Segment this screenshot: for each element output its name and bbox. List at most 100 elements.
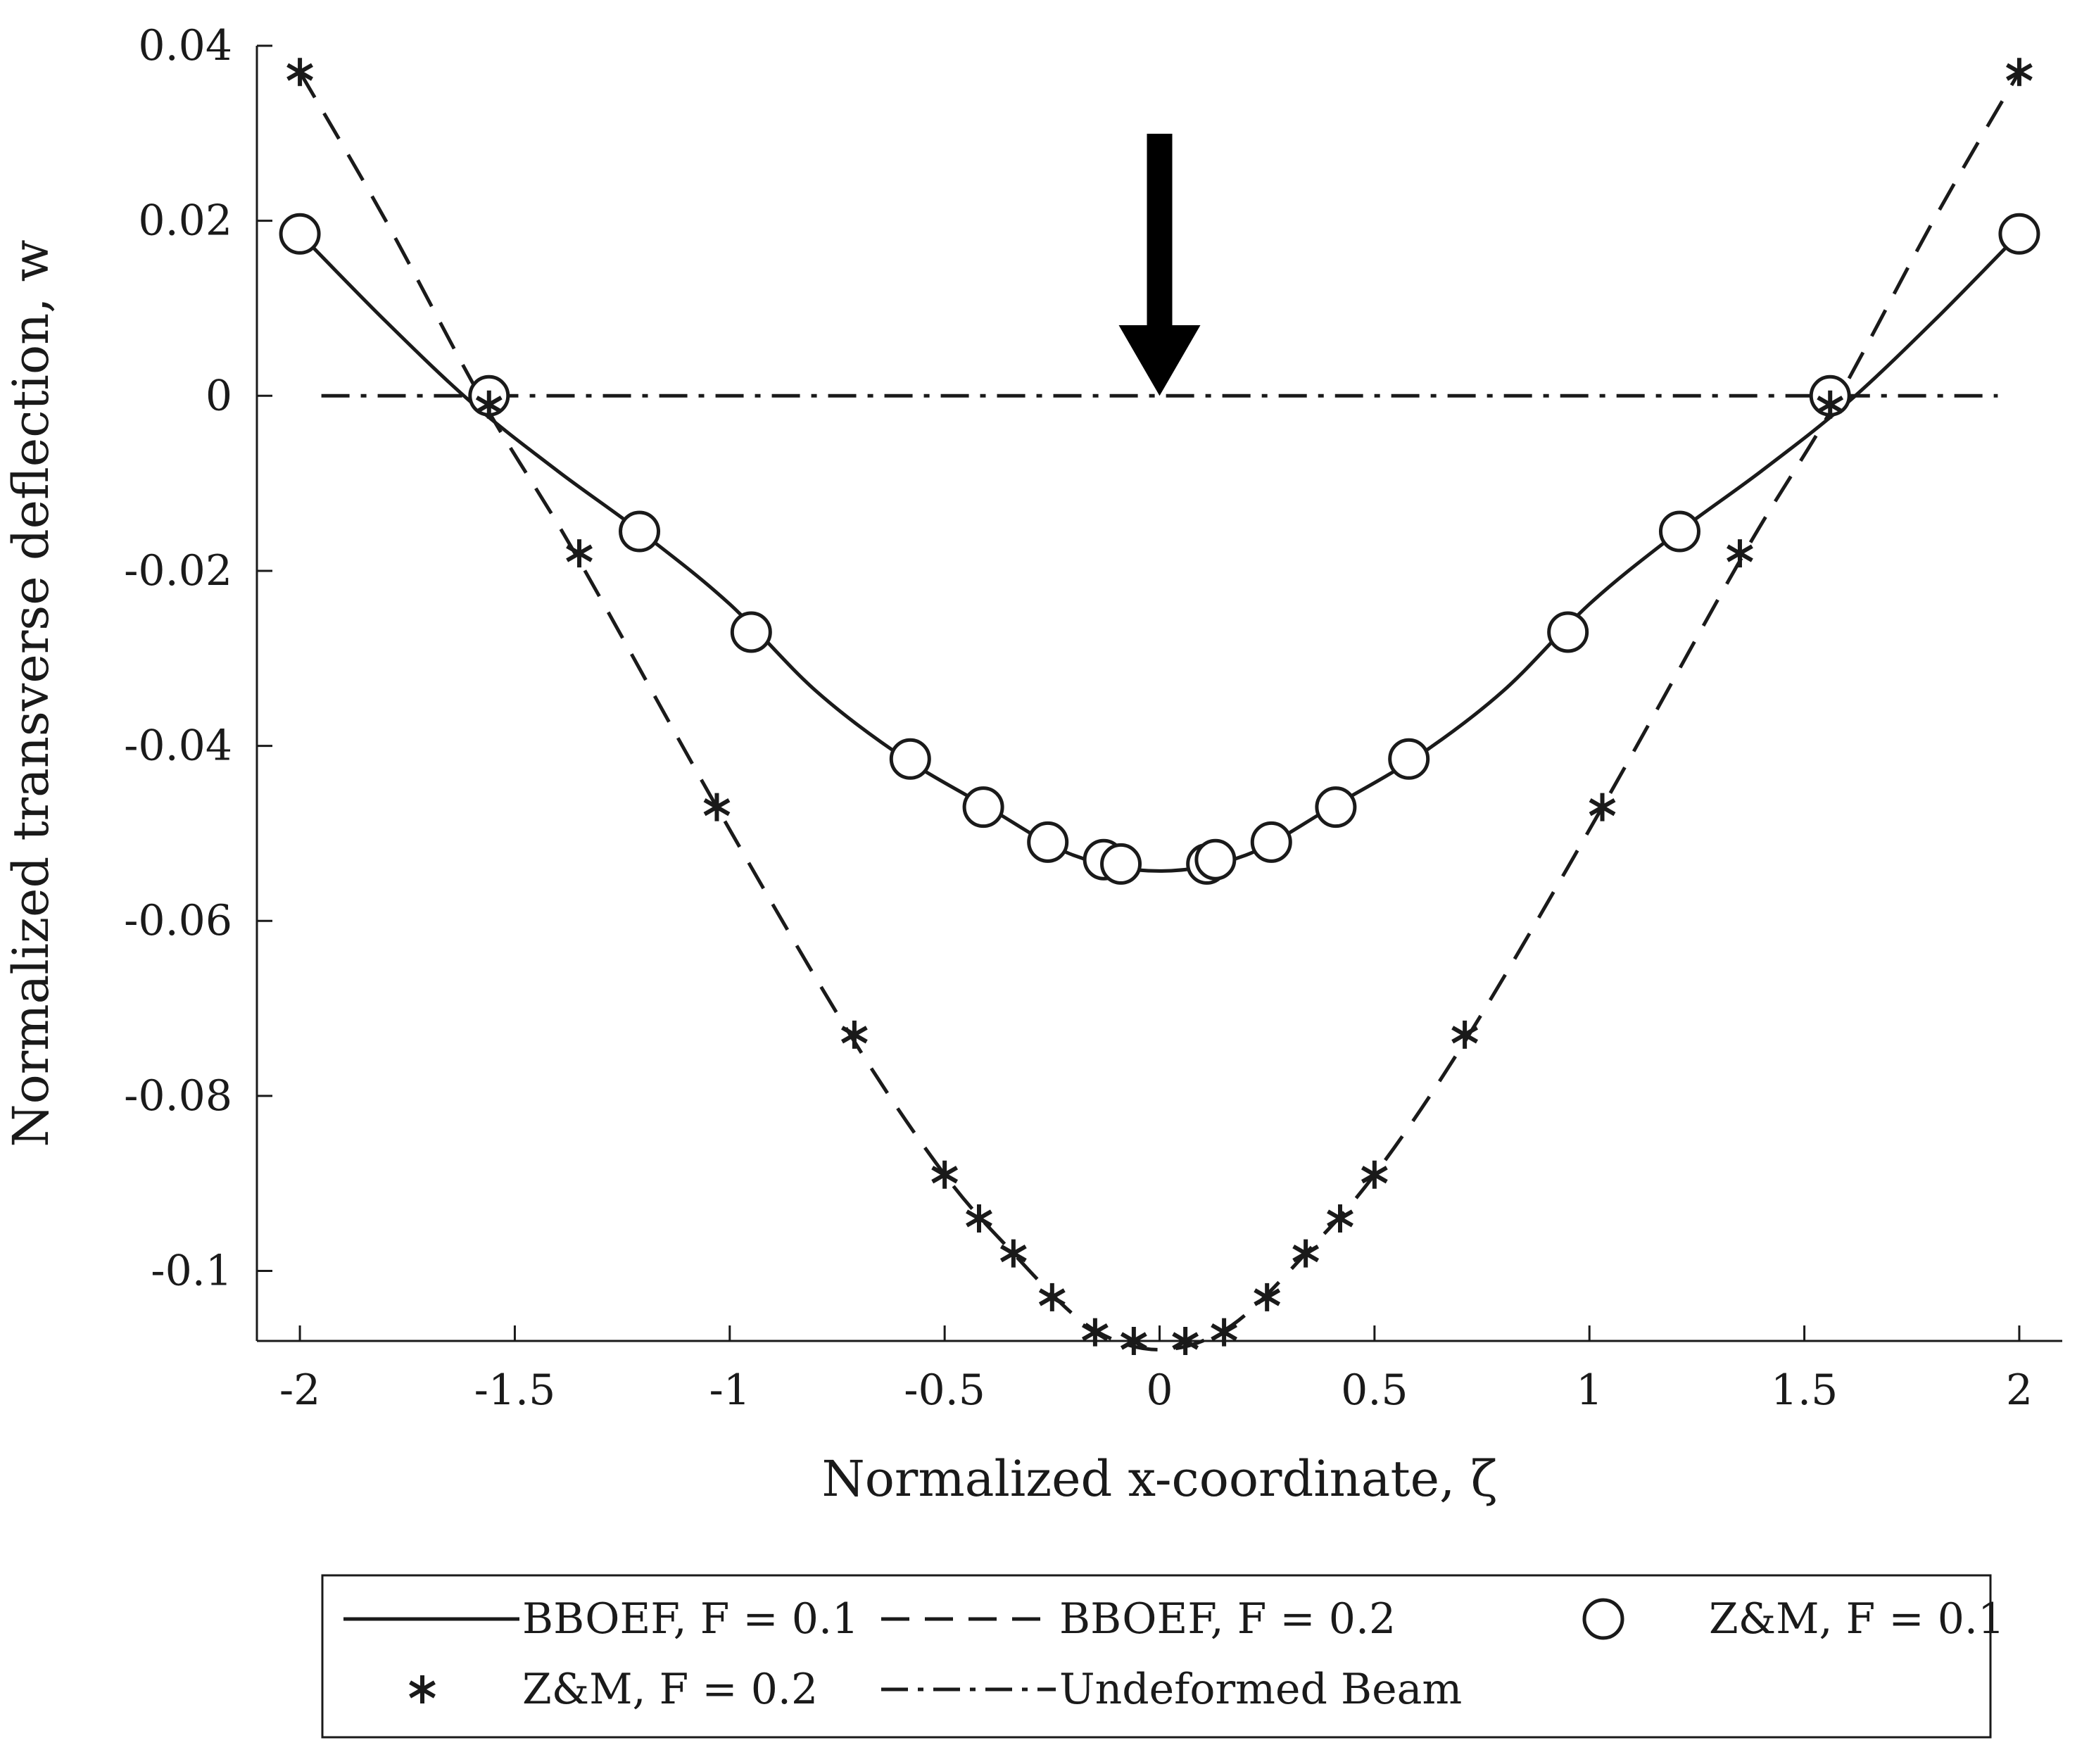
series-0 (298, 232, 2021, 873)
star-stroke (1817, 396, 1844, 414)
star-stroke (1727, 544, 1753, 562)
x-tick-label: 2 (2006, 1366, 2033, 1415)
data-point-circle (619, 510, 661, 553)
data-point-circle (1250, 821, 1292, 863)
legend-entry: Z&M, F = 0.1 (1582, 1594, 2005, 1644)
x-tick-label: 0.5 (1341, 1366, 1408, 1415)
data-point-circle (1027, 821, 1069, 863)
legend-star-marker (409, 1675, 436, 1703)
star-stroke (999, 1245, 1027, 1263)
legend-label: Z&M, F = 0.1 (1709, 1594, 2005, 1644)
data-point-circle (1194, 838, 1237, 881)
star-stroke (1327, 1209, 1353, 1228)
y-tick-label: -0.06 (124, 896, 232, 945)
star-stroke (1254, 1288, 1281, 1306)
legend-entry: BBOEF, F = 0.2 (881, 1594, 1396, 1644)
series-layer (279, 58, 2040, 1355)
y-tick-label: -0.04 (124, 722, 232, 771)
legend-label: BBOEF, F = 0.2 (1059, 1594, 1396, 1644)
data-point-star (1451, 1020, 1479, 1049)
y-tick-label: -0.08 (124, 1071, 232, 1121)
star-stroke (286, 63, 313, 81)
star-stroke (1292, 1245, 1320, 1263)
x-axis-title: Normalized x-coordinate, ζ (822, 1450, 1498, 1508)
star-stroke (1361, 1166, 1388, 1184)
data-point-star (1589, 793, 1616, 821)
star-stroke (1172, 1332, 1199, 1350)
star-stroke (931, 1166, 959, 1184)
star-stroke (1451, 1026, 1479, 1044)
star-stroke (703, 798, 731, 817)
y-tick-label: 0.04 (138, 21, 232, 70)
axes: -2 -1.5 -1 -0.5 0 0.5 1 1.5 2 0.04 0.02 0 -0.02 -0.04… (124, 21, 2062, 1415)
data-point-circle (1315, 786, 1357, 829)
legend-entry: Z&M, F = 0.2 (409, 1665, 818, 1714)
data-point-star (286, 58, 313, 87)
data-point-star (566, 539, 593, 568)
x-tick-label: -1 (709, 1366, 750, 1415)
legend: BBOEF, F = 0.1 BBOEF, F = 0.2 Z&M, F = 0.1… (321, 1574, 2005, 1739)
legend-box (321, 1574, 1992, 1739)
data-point-star (1817, 390, 1844, 419)
data-point-star (1081, 1318, 1109, 1347)
star-stroke (1120, 1332, 1147, 1350)
legend-label: Undeformed Beam (1059, 1665, 1462, 1714)
data-point-star (840, 1020, 868, 1049)
legend-label: Z&M, F = 0.2 (522, 1665, 818, 1714)
arrow-head (1118, 325, 1201, 396)
x-tick-label: -0.5 (904, 1366, 985, 1415)
legend-label: BBOEF, F = 0.1 (522, 1594, 859, 1644)
star-stroke (1589, 798, 1616, 817)
star-stroke (475, 396, 503, 414)
x-tick-label: 0 (1146, 1366, 1173, 1415)
data-point-star (703, 793, 731, 821)
data-point-star (1172, 1327, 1199, 1355)
data-point-star (1120, 1327, 1147, 1355)
x-tick-label: -2 (279, 1366, 320, 1415)
series-line (298, 232, 2021, 873)
series-2 (279, 213, 2040, 885)
data-point-circle (1547, 611, 1589, 653)
data-point-circle (1998, 213, 2040, 255)
data-point-circle (1100, 843, 1142, 885)
star-stroke (409, 1680, 436, 1699)
data-point-star (1211, 1318, 1238, 1347)
star-stroke (840, 1026, 868, 1044)
data-point-star (1327, 1204, 1353, 1233)
star-stroke (566, 544, 593, 562)
data-point-star (1038, 1283, 1066, 1311)
y-axis-title: Normalized transverse deflection, w (2, 239, 60, 1147)
data-point-star (2006, 58, 2033, 87)
star-stroke (966, 1209, 992, 1228)
data-point-circle (1658, 510, 1700, 553)
data-point-star (966, 1204, 992, 1233)
data-point-circle (889, 738, 931, 780)
star-stroke (2006, 63, 2033, 81)
legend-entry: BBOEF, F = 0.1 (343, 1594, 859, 1644)
x-tick-label: 1.5 (1771, 1366, 1838, 1415)
arrow-shaft (1147, 134, 1173, 334)
y-tick-label: 0.02 (138, 196, 232, 246)
data-point-circle (962, 786, 1004, 829)
data-point-star (931, 1160, 959, 1189)
data-point-circle (730, 611, 772, 653)
x-tick-label: 1 (1576, 1366, 1603, 1415)
star-stroke (1211, 1323, 1238, 1342)
y-tick-label: 0 (206, 371, 232, 420)
data-point-star (1361, 1160, 1388, 1189)
legend-circle-marker (1582, 1598, 1624, 1640)
y-tick-label: -0.1 (151, 1247, 232, 1296)
data-point-circle (279, 213, 321, 255)
y-tick-label: -0.02 (124, 546, 232, 596)
data-point-star (999, 1239, 1027, 1268)
star-stroke (1038, 1288, 1066, 1306)
data-point-circle (1388, 738, 1430, 780)
data-point-star (1727, 539, 1753, 568)
data-point-star (1292, 1239, 1320, 1268)
data-point-star (1254, 1283, 1281, 1311)
x-tick-label: -1.5 (474, 1366, 556, 1415)
legend-entry: Undeformed Beam (881, 1665, 1462, 1714)
load-arrow (1118, 134, 1201, 396)
